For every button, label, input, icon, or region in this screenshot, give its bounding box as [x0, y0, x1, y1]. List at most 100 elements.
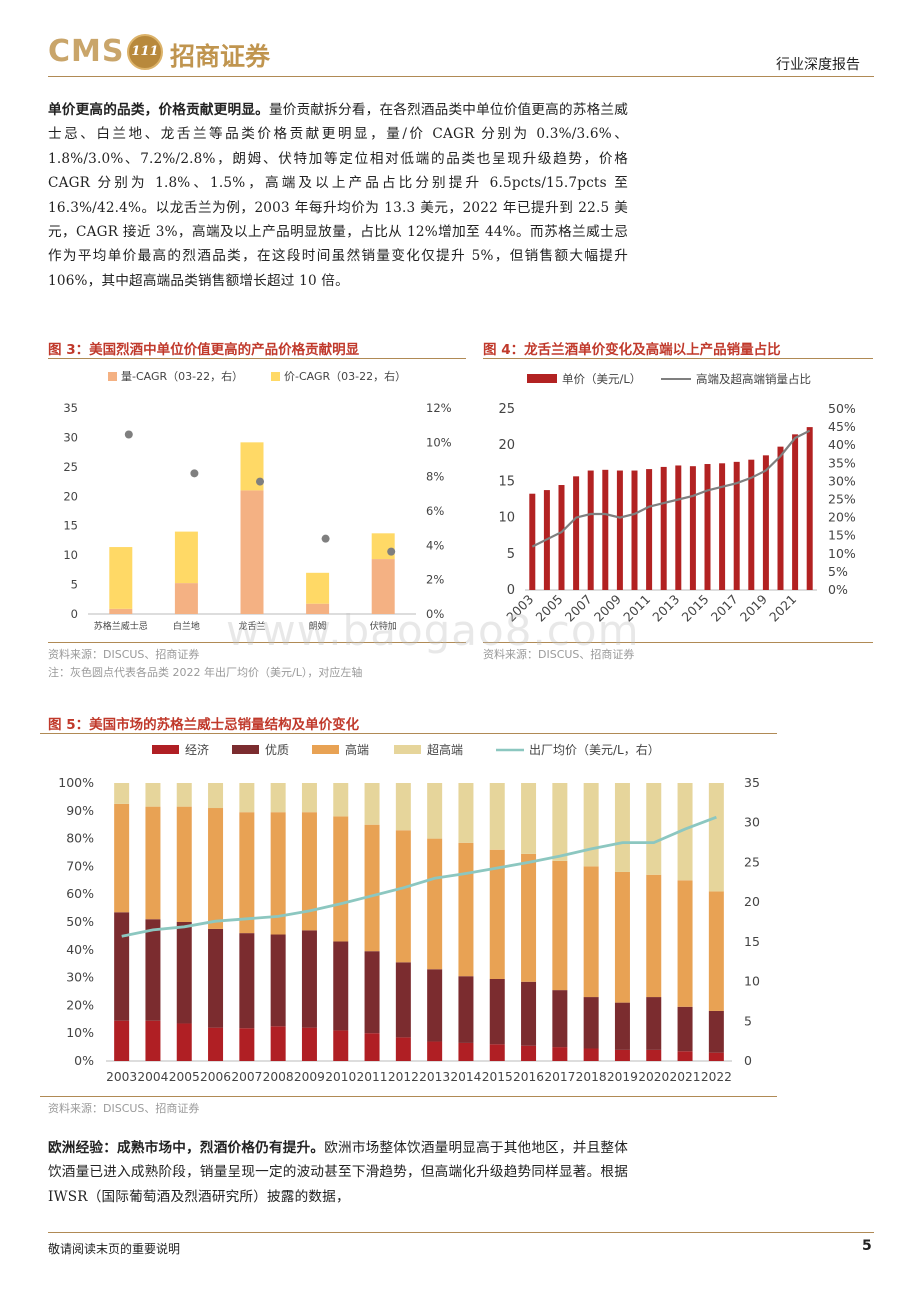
fig5-bar-premium	[176, 922, 192, 1024]
fig5-bar-high-end	[333, 816, 349, 942]
fig5-left-tick-label: 10%	[66, 1025, 94, 1040]
fig4-left-tick-label: 15	[498, 474, 515, 489]
fig5-bar-premium	[145, 919, 161, 1021]
fig5-bar-high-end	[489, 849, 505, 979]
fig4-year-label: 2013	[649, 592, 682, 625]
fig4-left-tick-label: 0	[507, 583, 515, 598]
fig5-bar-super-premium	[614, 783, 630, 872]
fig5-bar-super-premium	[427, 783, 443, 839]
fig5-right-tick-label: 20	[744, 894, 760, 909]
fig5-bar-premium	[270, 934, 286, 1027]
fig3-left-tick-label: 10	[63, 548, 78, 562]
fig3-right-tick-label: 4%	[426, 538, 444, 552]
fig3-title: 图 3：美国烈酒中单位价值更高的产品价格贡献明显	[48, 342, 360, 358]
fig5-bar-high-end	[176, 806, 192, 922]
footer-disclaimer: 敬请阅读末页的重要说明	[48, 1242, 181, 1256]
watermark: www.baogao8.com	[226, 606, 640, 655]
fig3-right-tick-label: 2%	[426, 573, 444, 587]
fig3-source: 资料来源：DISCUS、招商证券	[48, 648, 200, 661]
fig5-left-tick-label: 50%	[66, 914, 94, 929]
fig3-price-dot	[256, 477, 264, 486]
fig5-bar-premium	[646, 997, 662, 1050]
fig5-bar-economy	[521, 1045, 537, 1061]
fig5-bar-economy	[395, 1037, 411, 1061]
fig5-year-label: 2014	[450, 1070, 481, 1084]
fig4-legend-swatch-bar	[527, 374, 557, 383]
fig5-bar-high-end	[427, 838, 443, 970]
fig5-bar-super-premium	[333, 783, 349, 817]
europe-text: 欧洲市场整体饮酒量明显高于其他地区，并且整体饮酒量已进入成熟阶段，销量呈现一定的…	[48, 1140, 629, 1205]
fig4-right-tick-label: 40%	[828, 437, 856, 452]
header-rule	[48, 76, 874, 77]
fig5-bar-premium	[208, 928, 224, 1028]
fig5-year-label: 2007	[231, 1070, 262, 1084]
fig5-bar-economy	[708, 1052, 724, 1061]
fig4-right-tick-label: 0%	[828, 582, 848, 597]
fig3-category-label: 白兰地	[173, 620, 200, 632]
fig5-year-label: 2013	[419, 1070, 450, 1084]
fig5-year-label: 2009	[294, 1070, 325, 1084]
fig5-bar-super-premium	[583, 783, 599, 867]
fig4-price-bar	[733, 461, 740, 590]
fig3-note: 注：灰色圆点代表各品类 2022 年出厂均价（美元/L），对应左轴	[48, 666, 363, 679]
fig4-share-line	[531, 429, 811, 548]
fig4-right-tick-label: 25%	[828, 492, 856, 507]
fig4-left-tick-label: 10	[498, 511, 515, 526]
logo-badge-text: 111	[131, 44, 159, 59]
fig4-price-bar	[704, 464, 711, 590]
fig5-year-label: 2021	[670, 1070, 701, 1084]
fig5-bar-premium	[614, 1002, 630, 1050]
fig5-legend-swatch	[394, 745, 421, 754]
fig5-left-tick-label: 90%	[66, 803, 94, 818]
fig4-year-label: 2017	[708, 592, 741, 625]
fig4-source: 资料来源：DISCUS、招商证券	[483, 648, 635, 661]
fig3-price-dot	[387, 547, 396, 556]
fig5-bar-economy	[614, 1049, 630, 1061]
fig4-right-tick-label: 5%	[828, 564, 848, 579]
fig5-bar-high-end	[270, 812, 286, 935]
fig4-price-bar	[529, 493, 536, 590]
fig5-year-label: 2006	[200, 1070, 231, 1084]
fig5-right-tick-label: 15	[744, 934, 760, 949]
fig3-category-label: 伏特加	[370, 620, 397, 632]
fig5-bar-super-premium	[552, 783, 568, 861]
fig5-bar-super-premium	[301, 783, 317, 813]
fig5-right-tick-label: 5	[744, 1013, 752, 1028]
fig5-left-tick-label: 20%	[66, 997, 94, 1012]
fig5-bar-super-premium	[521, 783, 537, 854]
fig5-bar-premium	[521, 981, 537, 1046]
fig5-bar-economy	[176, 1023, 192, 1061]
fig5-right-tick-label: 0	[744, 1053, 752, 1068]
fig5-year-label: 2012	[388, 1070, 419, 1084]
fig4-right-tick-label: 15%	[828, 528, 856, 543]
fig5-bar-economy	[583, 1048, 599, 1061]
fig4-right-tick-label: 10%	[828, 546, 856, 561]
fig5-left-tick-label: 70%	[66, 858, 94, 873]
fig4-price-bar	[660, 466, 667, 590]
fig5-bar-high-end	[677, 880, 693, 1007]
fig3-left-tick-label: 15	[63, 519, 78, 533]
fig5-title-rule	[40, 733, 777, 734]
fig5-right-tick-label: 35	[744, 775, 760, 790]
fig4-price-bar	[646, 469, 653, 590]
fig3-left-tick-label: 35	[63, 401, 78, 415]
fig4-left-tick-label: 25	[498, 402, 515, 417]
fig5-year-label: 2005	[169, 1070, 200, 1084]
fig5-bar-premium	[364, 951, 380, 1034]
page-number: 5	[862, 1238, 872, 1254]
fig4-right-tick-label: 35%	[828, 455, 856, 470]
fig5-year-label: 2004	[137, 1070, 168, 1084]
fig3-right-tick-label: 8%	[426, 470, 444, 484]
fig3-price-dot	[190, 469, 199, 478]
fig5-bar-high-end	[395, 830, 411, 963]
fig5-legend-swatch	[312, 745, 339, 754]
fig4-left-tick-label: 5	[507, 547, 515, 562]
logo-badge-icon: 111	[127, 34, 163, 70]
fig3-bar-volume	[240, 490, 264, 614]
fig5-bar-economy	[427, 1041, 443, 1061]
fig5-legend-swatch	[152, 745, 179, 754]
fig5-bar-super-premium	[677, 783, 693, 881]
fig4-price-bar	[631, 470, 638, 590]
fig5-bar-super-premium	[239, 783, 255, 813]
fig5-title: 图 5：美国市场的苏格兰威士忌销量结构及单价变化	[48, 717, 360, 733]
